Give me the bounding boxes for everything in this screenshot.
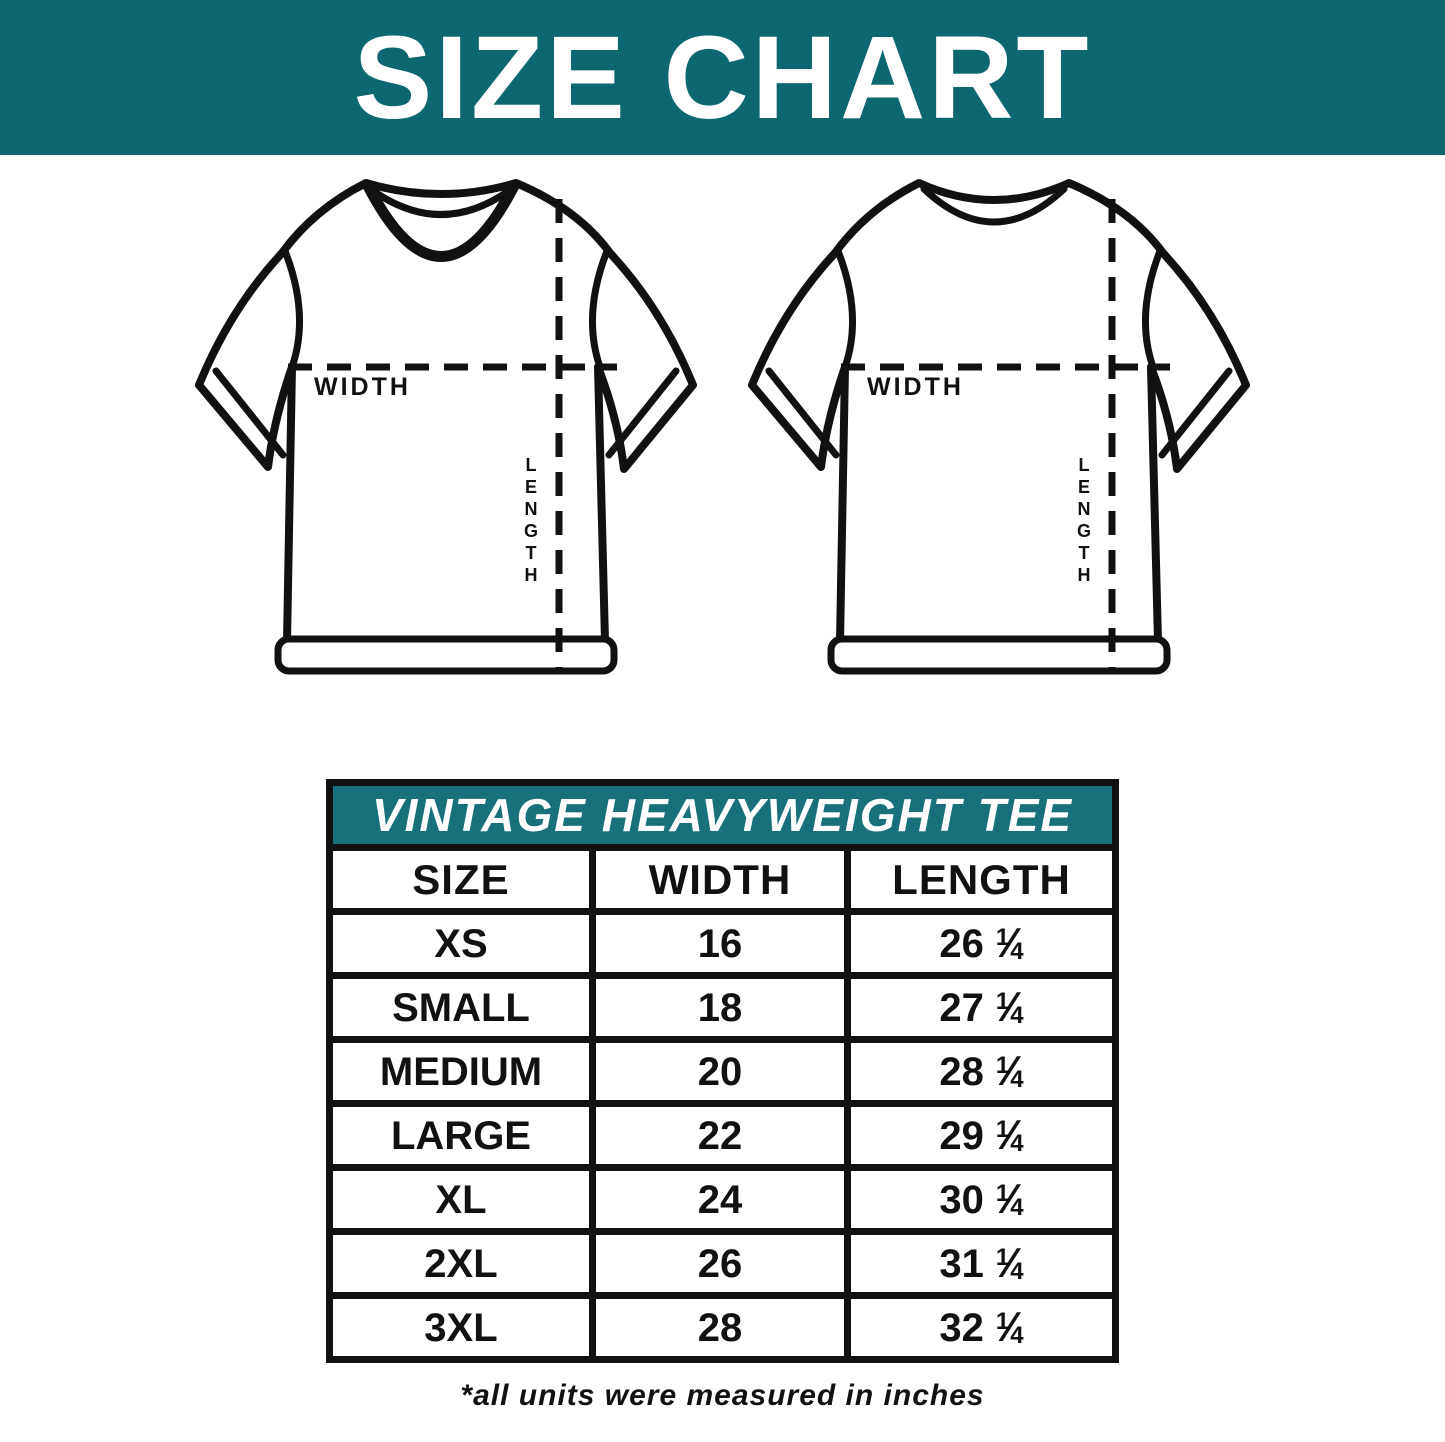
length-cell: 31 1⁄4 (843, 1228, 1120, 1299)
tshirt-outline (195, 179, 697, 645)
table-title-row: VINTAGE HEAVYWEIGHT TEE (325, 779, 1120, 851)
size-cell: SMALL (325, 972, 596, 1043)
hem-band (827, 635, 1171, 675)
width-measure-label: WIDTH (314, 373, 411, 401)
armhole-seam-right (1141, 247, 1164, 371)
tshirt-back-diagram: WIDTH LENGTH (739, 169, 1259, 689)
size-cell: MEDIUM (325, 1036, 596, 1107)
cuff-line-left (212, 367, 287, 459)
width-measure-label: WIDTH (867, 373, 964, 401)
column-header-length: LENGTH (843, 844, 1120, 915)
table-row: XL 24 30 1⁄4 (325, 1164, 1120, 1235)
table-title: VINTAGE HEAVYWEIGHT TEE (325, 779, 1120, 851)
width-cell: 26 (588, 1228, 851, 1299)
length-fraction: 1⁄4 (995, 1238, 1024, 1286)
tshirt-front-drawing (195, 179, 697, 675)
width-cell: 24 (588, 1164, 851, 1235)
length-cell: 28 1⁄4 (843, 1036, 1120, 1107)
length-whole: 28 (939, 1049, 984, 1094)
table-row: LARGE 22 29 1⁄4 (325, 1100, 1120, 1171)
size-cell: 2XL (325, 1228, 596, 1299)
length-fraction: 1⁄4 (995, 1174, 1024, 1222)
fraction-slash: ⁄ (1006, 1046, 1014, 1094)
width-cell: 20 (588, 1036, 851, 1107)
length-fraction: 1⁄4 (995, 1110, 1024, 1158)
length-whole: 26 (939, 921, 984, 966)
cuff-line-right (1158, 367, 1233, 459)
table-row: XS 16 26 1⁄4 (325, 908, 1120, 979)
tshirt-back-drawing (748, 179, 1250, 675)
armhole-seam-left (834, 247, 857, 371)
size-cell: LARGE (325, 1100, 596, 1171)
size-cell: 3XL (325, 1292, 596, 1363)
fraction-slash: ⁄ (1006, 1302, 1014, 1350)
tshirt-front-diagram: WIDTH LENGTH (186, 169, 706, 689)
banner: SIZE CHART (0, 0, 1445, 155)
collar-band-line (368, 186, 514, 218)
tshirt-outline (748, 179, 1250, 645)
size-table-section: VINTAGE HEAVYWEIGHT TEE SIZE WIDTH LENGT… (0, 779, 1445, 1413)
size-cell: XL (325, 1164, 596, 1235)
collar-neckline (362, 180, 520, 262)
table-header-row: SIZE WIDTH LENGTH (325, 844, 1120, 915)
table-row: 3XL 28 32 1⁄4 (325, 1292, 1120, 1363)
fraction-slash: ⁄ (1006, 1110, 1014, 1158)
cuff-line-right (605, 367, 680, 459)
armhole-seam-right (588, 247, 611, 371)
hem-band (274, 635, 618, 675)
column-header-width: WIDTH (588, 844, 851, 915)
cuff-line-left (765, 367, 840, 459)
length-cell: 30 1⁄4 (843, 1164, 1120, 1235)
length-fraction: 1⁄4 (995, 1302, 1024, 1350)
length-fraction: 1⁄4 (995, 982, 1024, 1030)
fraction-slash: ⁄ (1006, 1238, 1014, 1286)
table-row: 2XL 26 31 1⁄4 (325, 1228, 1120, 1299)
armhole-seam-left (281, 247, 304, 371)
length-cell: 32 1⁄4 (843, 1292, 1120, 1363)
length-whole: 27 (939, 985, 984, 1030)
length-cell: 29 1⁄4 (843, 1100, 1120, 1171)
fraction-slash: ⁄ (1006, 918, 1014, 966)
size-cell: XS (325, 908, 596, 979)
fraction-slash: ⁄ (1006, 1174, 1014, 1222)
table-row: SMALL 18 27 1⁄4 (325, 972, 1120, 1043)
width-cell: 22 (588, 1100, 851, 1171)
footnote: *all units were measured in inches (460, 1379, 985, 1412)
column-header-size: SIZE (325, 844, 596, 915)
table-row: MEDIUM 20 28 1⁄4 (325, 1036, 1120, 1107)
length-cell: 27 1⁄4 (843, 972, 1120, 1043)
width-cell: 28 (588, 1292, 851, 1363)
tshirt-diagrams: WIDTH LENGTH WIDTH LENGTH (0, 169, 1445, 689)
length-measure-label: LENGTH (521, 455, 541, 587)
length-fraction: 1⁄4 (995, 1046, 1024, 1094)
width-cell: 16 (588, 908, 851, 979)
length-fraction: 1⁄4 (995, 918, 1024, 966)
length-whole: 32 (939, 1305, 984, 1350)
length-measure-label: LENGTH (1074, 455, 1094, 587)
width-cell: 18 (588, 972, 851, 1043)
length-whole: 30 (939, 1177, 984, 1222)
fraction-slash: ⁄ (1006, 982, 1014, 1030)
length-whole: 29 (939, 1113, 984, 1158)
collar-band-line (920, 185, 1068, 226)
length-cell: 26 1⁄4 (843, 908, 1120, 979)
size-table: VINTAGE HEAVYWEIGHT TEE SIZE WIDTH LENGT… (325, 779, 1120, 1363)
length-whole: 31 (939, 1241, 984, 1286)
page-title: SIZE CHART (353, 11, 1092, 144)
